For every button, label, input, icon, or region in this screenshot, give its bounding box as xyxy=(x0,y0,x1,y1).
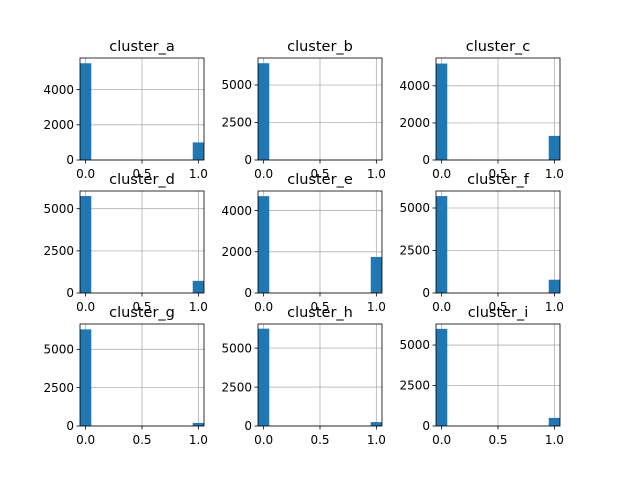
x-tick-label: 1.0 xyxy=(545,300,564,314)
chart-title: cluster_d xyxy=(109,172,175,188)
x-tick-label: 0.5 xyxy=(132,433,151,447)
x-tick-label: 1.0 xyxy=(545,433,564,447)
y-tick-label: 5000 xyxy=(221,341,252,355)
x-tick-label: 0.0 xyxy=(254,167,273,181)
x-tick-label: 1.0 xyxy=(545,167,564,181)
histogram-bar xyxy=(258,328,270,426)
y-tick-label: 5000 xyxy=(43,343,74,357)
panel-cluster-d: 0 2500 5000 0.0 0.5 1.0 cluster_d xyxy=(43,172,207,314)
y-tick-label: 5000 xyxy=(43,202,74,216)
panel-cluster-b: 0 2500 5000 0.0 0.5 1.0 cluster_b xyxy=(221,39,385,181)
y-tick-label: 2500 xyxy=(221,116,252,130)
histogram-bar xyxy=(258,63,270,160)
x-tick-label: 0.5 xyxy=(488,300,507,314)
y-tick-label: 2000 xyxy=(43,118,74,132)
x-tick-label: 0.5 xyxy=(488,167,507,181)
x-tick-label: 0.5 xyxy=(310,433,329,447)
histogram-bar xyxy=(80,63,92,160)
y-tick-label: 4000 xyxy=(43,83,74,97)
panel-cluster-a: 0 2000 4000 0.0 0.5 1.0 cluster_a xyxy=(43,39,207,181)
y-tick-label: 2500 xyxy=(43,244,74,258)
panel-cluster-g: 0 2500 5000 0.0 0.5 1.0 cluster_g xyxy=(43,305,207,447)
y-tick-label: 0 xyxy=(244,153,252,167)
y-tick-label: 2500 xyxy=(399,244,430,258)
panel-cluster-f: 0 2500 5000 0.0 0.5 1.0 cluster_f xyxy=(399,172,563,314)
histogram-bar xyxy=(80,196,92,293)
x-tick-label: 1.0 xyxy=(189,167,208,181)
histogram-bar xyxy=(436,63,448,160)
histogram-bar xyxy=(192,280,204,293)
y-tick-label: 2000 xyxy=(221,245,252,259)
histogram-bar xyxy=(370,422,382,426)
y-tick-label: 0 xyxy=(422,286,430,300)
y-tick-label: 0 xyxy=(244,286,252,300)
y-tick-label: 0 xyxy=(422,153,430,167)
panel-cluster-h: 0 2500 5000 0.0 0.5 1.0 cluster_h xyxy=(221,305,385,447)
chart-title: cluster_a xyxy=(109,39,174,55)
chart-title: cluster_g xyxy=(109,305,175,321)
y-tick-label: 0 xyxy=(66,153,74,167)
chart-title: cluster_i xyxy=(468,305,529,321)
x-tick-label: 1.0 xyxy=(189,433,208,447)
y-tick-label: 5000 xyxy=(221,78,252,92)
x-tick-label: 1.0 xyxy=(367,433,386,447)
x-tick-label: 0.0 xyxy=(432,300,451,314)
y-tick-label: 5000 xyxy=(399,201,430,215)
y-tick-label: 0 xyxy=(422,419,430,433)
y-tick-label: 2500 xyxy=(399,379,430,393)
histogram-bar xyxy=(436,328,448,426)
x-tick-label: 0.5 xyxy=(132,167,151,181)
x-tick-label: 0.0 xyxy=(76,300,95,314)
x-tick-label: 0.0 xyxy=(76,167,95,181)
panel-cluster-c: 0 2000 4000 0.0 0.5 1.0 cluster_c xyxy=(399,39,563,181)
chart-title: cluster_f xyxy=(467,172,530,188)
y-tick-label: 4000 xyxy=(399,79,430,93)
x-tick-label: 1.0 xyxy=(367,300,386,314)
chart-title: cluster_e xyxy=(287,172,353,188)
x-tick-label: 1.0 xyxy=(367,167,386,181)
chart-title: cluster_c xyxy=(466,39,531,55)
histogram-bar xyxy=(258,196,270,293)
x-tick-label: 0.0 xyxy=(254,300,273,314)
panel-cluster-i: 0 2500 5000 0.0 0.5 1.0 cluster_i xyxy=(399,305,563,447)
chart-title: cluster_h xyxy=(287,305,353,321)
x-tick-label: 0.0 xyxy=(254,433,273,447)
x-tick-label: 0.5 xyxy=(488,433,507,447)
y-tick-label: 0 xyxy=(66,286,74,300)
y-tick-label: 2500 xyxy=(221,380,252,394)
y-tick-label: 5000 xyxy=(399,338,430,352)
panel-cluster-e: 0 2000 4000 0.0 0.5 1.0 cluster_e xyxy=(221,172,385,314)
y-tick-label: 2000 xyxy=(399,116,430,130)
histogram-bar xyxy=(80,329,92,426)
histogram-bar xyxy=(548,279,560,293)
x-tick-label: 1.0 xyxy=(189,300,208,314)
chart-title: cluster_b xyxy=(287,39,353,55)
x-tick-label: 0.0 xyxy=(432,433,451,447)
histogram-bar xyxy=(436,196,448,293)
histogram-bar xyxy=(548,417,560,426)
histogram-bar xyxy=(192,142,204,160)
y-tick-label: 0 xyxy=(244,419,252,433)
x-tick-label: 0.0 xyxy=(432,167,451,181)
histogram-bar xyxy=(370,256,382,293)
x-tick-label: 0.5 xyxy=(310,167,329,181)
histogram-bar xyxy=(192,422,204,426)
x-tick-label: 0.5 xyxy=(310,300,329,314)
y-tick-label: 4000 xyxy=(221,204,252,218)
y-tick-label: 2500 xyxy=(43,381,74,395)
x-tick-label: 0.0 xyxy=(76,433,95,447)
y-tick-label: 0 xyxy=(66,419,74,433)
x-tick-label: 0.5 xyxy=(132,300,151,314)
histogram-bar xyxy=(548,135,560,160)
